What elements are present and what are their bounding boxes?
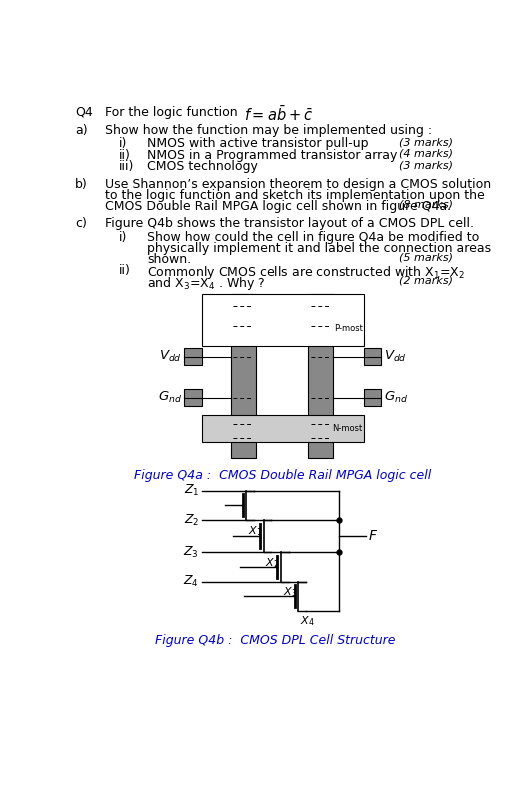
Text: $f = a\bar{b} + \bar{c}$: $f = a\bar{b} + \bar{c}$: [244, 105, 313, 124]
Text: Figure Q4b shows the transistor layout of a CMOS DPL cell.: Figure Q4b shows the transistor layout o…: [105, 217, 474, 229]
Text: ii): ii): [119, 149, 131, 162]
Text: to the logic function and sketch its implementation upon the: to the logic function and sketch its imp…: [105, 189, 484, 202]
Text: iii): iii): [119, 161, 134, 173]
Text: (5 marks): (5 marks): [399, 253, 453, 263]
Text: (4 marks): (4 marks): [399, 149, 453, 159]
Text: Commonly CMOS cells are constructed with X$_1$=X$_2$: Commonly CMOS cells are constructed with…: [147, 264, 465, 282]
Text: $X_1$: $X_1$: [248, 524, 262, 538]
Text: $V_{dd}$: $V_{dd}$: [384, 349, 406, 365]
Text: i): i): [119, 138, 127, 150]
Bar: [201, 415, 364, 442]
Text: physically implement it and label the connection areas: physically implement it and label the co…: [147, 242, 491, 255]
Text: $G_{nd}$: $G_{nd}$: [158, 390, 182, 405]
Text: (3 marks): (3 marks): [399, 138, 453, 147]
Text: b): b): [75, 178, 88, 191]
Text: CMOS Double Rail MPGA logic cell shown in figure Q4a.: CMOS Double Rail MPGA logic cell shown i…: [105, 199, 451, 213]
Text: shown.: shown.: [147, 253, 191, 266]
Text: P-most: P-most: [334, 324, 363, 334]
Text: Show how could the cell in figure Q4a be modified to: Show how could the cell in figure Q4a be…: [147, 231, 480, 244]
Text: $Z_3$: $Z_3$: [183, 545, 199, 560]
Bar: [364, 348, 382, 365]
Text: (3 marks): (3 marks): [399, 161, 453, 170]
Text: N-most: N-most: [333, 424, 363, 433]
Text: a): a): [75, 124, 88, 137]
Text: NMOS in a Programmed transistor array: NMOS in a Programmed transistor array: [147, 149, 398, 162]
Text: Show how the function may be implemented using :: Show how the function may be implemented…: [105, 124, 432, 137]
Text: Q4: Q4: [75, 106, 93, 119]
Bar: [308, 293, 333, 458]
Bar: [201, 293, 364, 346]
Text: Use Shannon’s expansion theorem to design a CMOS solution: Use Shannon’s expansion theorem to desig…: [105, 178, 491, 191]
Text: $Z_2$: $Z_2$: [184, 513, 199, 528]
Text: $G_{nd}$: $G_{nd}$: [384, 390, 408, 405]
Bar: [364, 389, 382, 406]
Text: NMOS with active transistor pull-up: NMOS with active transistor pull-up: [147, 138, 369, 150]
Text: Figure Q4a :  CMOS Double Rail MPGA logic cell: Figure Q4a : CMOS Double Rail MPGA logic…: [134, 469, 432, 483]
Text: $Z_1$: $Z_1$: [183, 483, 199, 498]
Text: (2 marks): (2 marks): [399, 275, 453, 285]
Text: and X$_3$=X$_4$ . Why ?: and X$_3$=X$_4$ . Why ?: [147, 275, 266, 292]
Text: $X_3$: $X_3$: [283, 585, 297, 600]
Text: For the logic function: For the logic function: [105, 106, 237, 119]
Text: ii): ii): [119, 264, 131, 278]
Text: $Z_4$: $Z_4$: [183, 574, 199, 589]
Text: $F$: $F$: [368, 529, 378, 543]
Text: i): i): [119, 231, 127, 244]
Bar: [184, 348, 201, 365]
Text: $X_4$: $X_4$: [300, 615, 315, 629]
Text: $X_2$: $X_2$: [265, 556, 279, 570]
Text: Figure Q4b :  CMOS DPL Cell Structure: Figure Q4b : CMOS DPL Cell Structure: [155, 634, 395, 647]
Bar: [184, 389, 201, 406]
Text: $V_{dd}$: $V_{dd}$: [159, 349, 182, 365]
Text: c): c): [75, 217, 87, 229]
Text: CMOS technology: CMOS technology: [147, 161, 258, 173]
Text: (8 marks): (8 marks): [399, 199, 453, 210]
Bar: [231, 293, 256, 458]
